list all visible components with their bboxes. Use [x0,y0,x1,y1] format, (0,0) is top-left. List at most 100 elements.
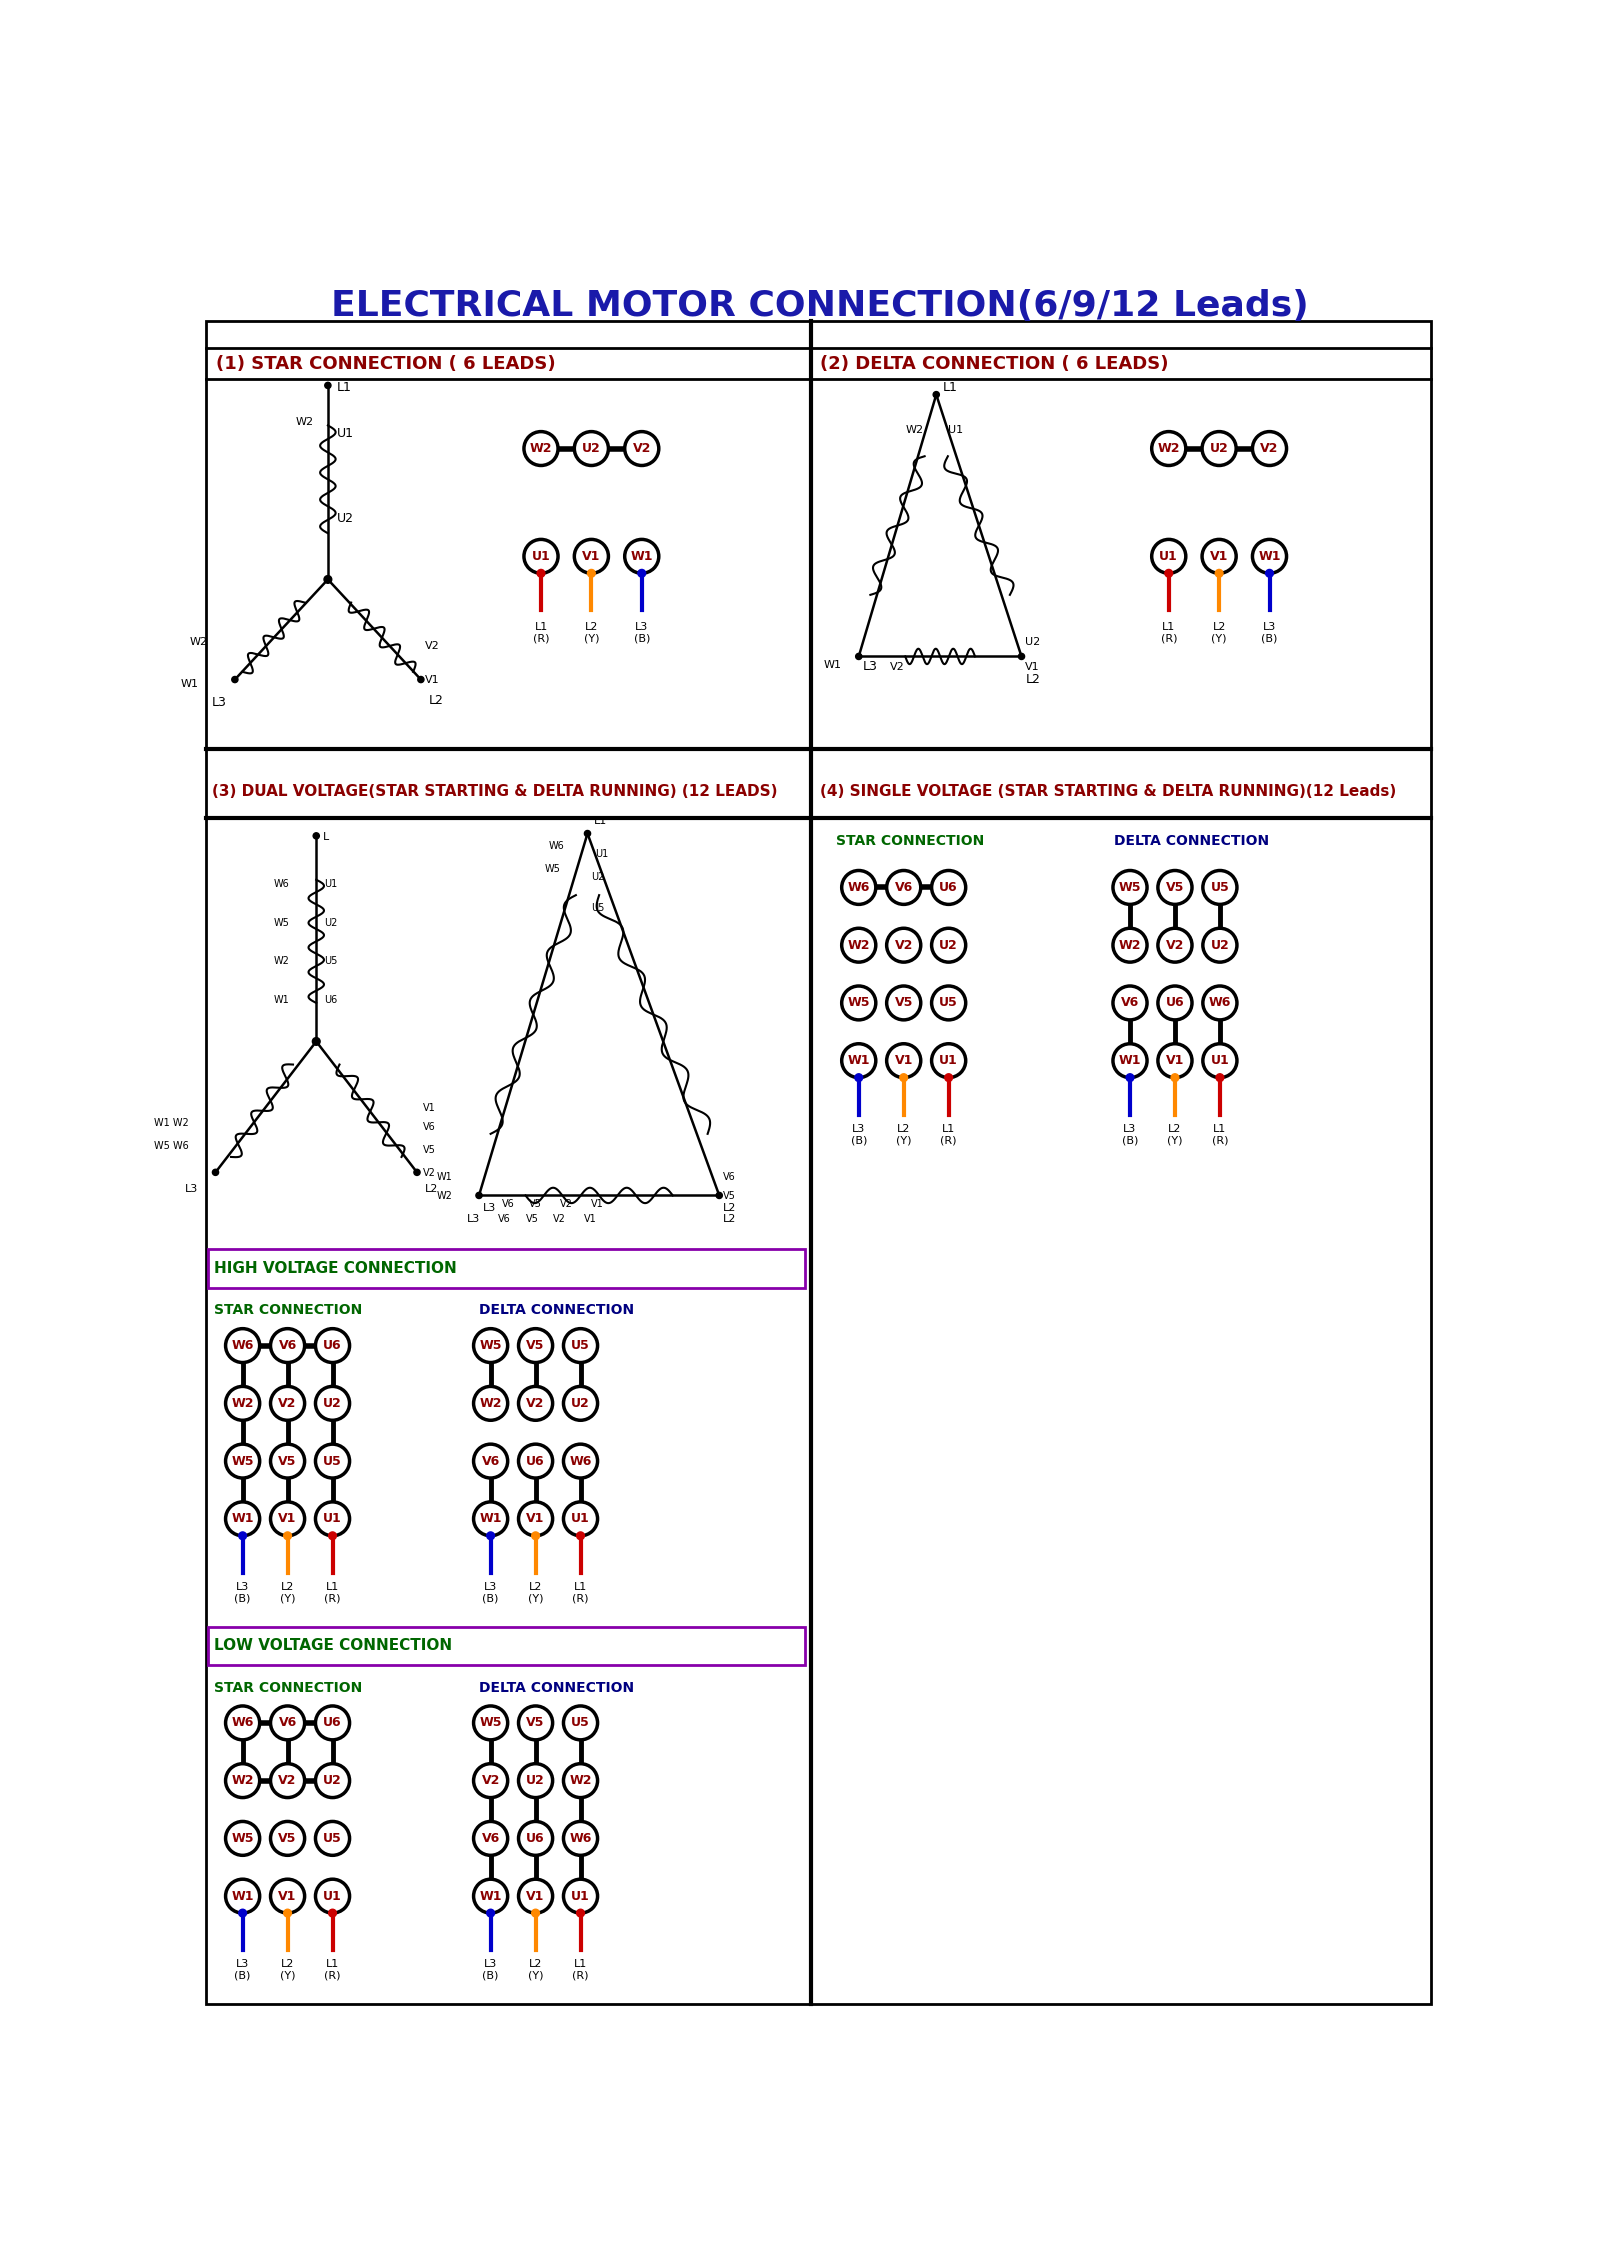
Circle shape [474,1502,507,1536]
Circle shape [283,1909,291,1916]
Circle shape [1158,1043,1192,1077]
Circle shape [886,927,920,961]
Circle shape [931,927,966,961]
Circle shape [1202,432,1237,466]
Circle shape [414,1169,421,1176]
Circle shape [842,871,875,905]
Text: U6: U6 [526,1832,546,1846]
Circle shape [474,1443,507,1477]
Text: W6: W6 [232,1717,254,1730]
Circle shape [518,1443,552,1477]
Text: W2: W2 [190,638,208,647]
Circle shape [1018,654,1024,661]
Circle shape [538,570,546,577]
Text: U1: U1 [338,428,354,441]
Circle shape [315,1387,349,1421]
Text: L2
(Y): L2 (Y) [1168,1124,1182,1145]
Text: LOW VOLTAGE CONNECTION: LOW VOLTAGE CONNECTION [214,1638,453,1654]
Text: V5: V5 [422,1145,437,1156]
Circle shape [312,1038,320,1045]
Circle shape [574,432,608,466]
Text: V5: V5 [278,1454,296,1468]
Text: STAR CONNECTION: STAR CONNECTION [214,1303,362,1316]
Circle shape [518,1502,552,1536]
Text: W1 W2: W1 W2 [154,1117,189,1129]
Text: DELTA CONNECTION: DELTA CONNECTION [1115,832,1270,848]
Circle shape [563,1502,597,1536]
Text: U5: U5 [1211,880,1229,893]
Text: V5: V5 [278,1832,296,1846]
Text: L3
(B): L3 (B) [1122,1124,1138,1145]
Text: L2
(Y): L2 (Y) [584,622,598,642]
Text: V1: V1 [526,1889,544,1902]
Text: U2: U2 [592,871,605,882]
Circle shape [226,1821,259,1855]
Text: V2: V2 [1261,441,1278,455]
Text: V2: V2 [278,1398,296,1409]
Text: V1: V1 [278,1513,296,1525]
Circle shape [226,1387,259,1421]
Text: L3: L3 [467,1215,480,1224]
Circle shape [1253,538,1286,572]
Circle shape [315,1821,349,1855]
Text: U5: U5 [571,1339,590,1353]
Text: W2: W2 [437,1192,453,1201]
Circle shape [1253,432,1286,466]
Circle shape [1203,986,1237,1020]
Circle shape [213,1169,219,1176]
Circle shape [931,871,966,905]
Text: HIGH VOLTAGE CONNECTION: HIGH VOLTAGE CONNECTION [214,1262,456,1276]
Text: DELTA CONNECTION: DELTA CONNECTION [478,1303,634,1316]
Text: (3) DUAL VOLTAGE(STAR STARTING & DELTA RUNNING) (12 LEADS): (3) DUAL VOLTAGE(STAR STARTING & DELTA R… [211,783,778,798]
Circle shape [856,654,862,661]
Text: L2: L2 [723,1203,736,1212]
Bar [208,1626,805,1665]
Text: U2: U2 [582,441,600,455]
Text: W2: W2 [530,441,552,455]
Text: W2: W2 [1157,441,1181,455]
Text: V2: V2 [552,1215,565,1224]
Text: W1: W1 [1118,1054,1141,1068]
Text: L3
(B): L3 (B) [483,1959,499,1982]
Circle shape [531,1909,539,1916]
Circle shape [270,1764,304,1798]
Text: U2: U2 [323,918,338,927]
Text: L3
(B): L3 (B) [235,1959,251,1982]
Circle shape [717,1192,722,1199]
Text: V2: V2 [560,1199,573,1208]
Text: U5: U5 [939,998,958,1009]
Text: (4) SINGLE VOLTAGE (STAR STARTING & DELTA RUNNING)(12 Leads): (4) SINGLE VOLTAGE (STAR STARTING & DELT… [819,783,1397,798]
Text: V2: V2 [890,663,904,672]
Text: W6: W6 [848,880,870,893]
Text: W2: W2 [274,957,290,966]
Circle shape [576,1909,584,1916]
Text: W5: W5 [480,1339,502,1353]
Text: V1: V1 [592,1199,605,1208]
Text: W1: W1 [274,995,290,1004]
Circle shape [563,1328,597,1362]
Circle shape [474,1706,507,1739]
Text: U6: U6 [526,1454,546,1468]
Text: W1: W1 [630,550,653,563]
Text: U1: U1 [571,1513,590,1525]
Text: STAR CONNECTION: STAR CONNECTION [835,832,984,848]
Text: V2: V2 [1166,939,1184,952]
Bar [208,1249,805,1287]
Text: U2: U2 [571,1398,590,1409]
Text: L: L [323,832,328,841]
Circle shape [226,1880,259,1914]
Circle shape [315,1502,349,1536]
Circle shape [518,1764,552,1798]
Circle shape [1152,432,1186,466]
Circle shape [315,1880,349,1914]
Circle shape [563,1821,597,1855]
Text: V5: V5 [530,1199,542,1208]
Circle shape [325,382,331,389]
Text: W5: W5 [546,864,560,873]
Text: W1: W1 [480,1513,502,1525]
Text: U6: U6 [1166,998,1184,1009]
Circle shape [576,1531,584,1540]
Circle shape [323,575,331,584]
Text: U2: U2 [323,1773,342,1787]
Text: W1: W1 [848,1054,870,1068]
